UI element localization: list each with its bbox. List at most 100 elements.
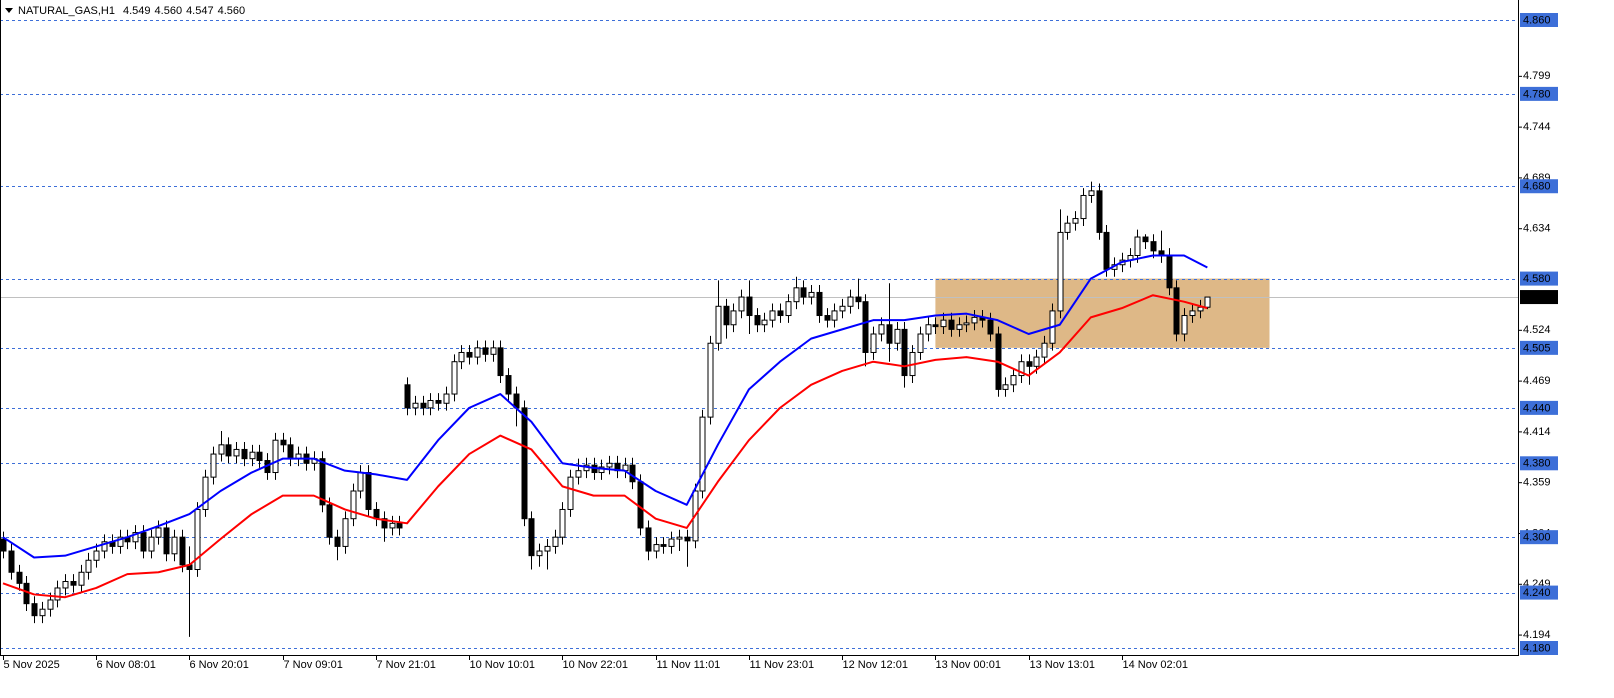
moving-average-line — [2, 294, 1208, 599]
x-tick-label: 6 Nov 08:01 — [97, 659, 156, 671]
candle-body — [427, 399, 434, 409]
y-tick-label: 4.414 — [1523, 426, 1551, 438]
x-tick-label: 14 Nov 02:01 — [1123, 659, 1188, 671]
candle-body — [901, 328, 908, 377]
candle-body — [287, 444, 294, 460]
y-tick-label: 4.799 — [1523, 70, 1551, 82]
x-tick-label: 13 Nov 00:01 — [936, 659, 1001, 671]
x-tick-label: 11 Nov 23:01 — [750, 659, 815, 671]
level-label: 4.860 — [1523, 14, 1551, 26]
candle-body — [894, 328, 901, 344]
candle-body — [1018, 361, 1025, 377]
candle-body — [505, 375, 512, 395]
candle-body — [723, 305, 730, 326]
candle-body — [824, 315, 831, 321]
candle-body — [451, 361, 458, 395]
x-tick-label: 6 Nov 20:01 — [190, 659, 249, 671]
candle-body — [528, 518, 535, 557]
candle-body — [381, 518, 388, 529]
candle-body — [816, 291, 823, 317]
candle-body — [443, 393, 450, 404]
level-label-box — [1520, 13, 1558, 27]
level-label: 4.240 — [1523, 587, 1551, 599]
candle-body — [70, 581, 77, 586]
y-tick-label: 4.194 — [1523, 629, 1551, 641]
level-label: 4.180 — [1523, 642, 1551, 654]
open-value: 4.549 — [123, 5, 151, 17]
x-tick-label: 13 Nov 13:01 — [1030, 659, 1095, 671]
candle-body — [1181, 315, 1188, 335]
candle-body — [1, 538, 7, 552]
candle-body — [101, 541, 108, 552]
candle-body — [1103, 231, 1110, 270]
candle-body — [668, 538, 675, 547]
current-price-box — [1520, 290, 1558, 305]
candle-body — [420, 402, 427, 409]
candle-body — [62, 581, 69, 589]
candle-body — [497, 347, 504, 377]
candle-body — [365, 472, 372, 510]
candle-body — [389, 522, 396, 529]
candle-body — [1041, 342, 1048, 358]
candle-body — [1197, 306, 1204, 312]
candle-body — [715, 305, 722, 344]
x-tick-label: 11 Nov 11:01 — [657, 659, 721, 671]
candle-body — [225, 444, 232, 457]
level-label-box — [1520, 456, 1558, 471]
candle-body — [707, 342, 714, 418]
candle-body — [1204, 296, 1211, 308]
candle-body — [435, 399, 442, 404]
current-price-label: 4.560 — [1523, 291, 1551, 303]
candle-body — [1150, 241, 1157, 252]
candle-body — [575, 470, 582, 478]
candle-body — [1134, 236, 1141, 257]
candle-body — [23, 582, 30, 605]
x-tick-label: 10 Nov 10:01 — [470, 659, 535, 671]
candle-body — [54, 587, 61, 601]
candle-body — [878, 324, 885, 335]
candle-body — [202, 476, 209, 510]
candle-body — [567, 476, 574, 510]
low-value: 4.547 — [186, 5, 214, 17]
candle-body — [932, 324, 939, 328]
candle-body — [1166, 255, 1173, 289]
x-tick-label: 7 Nov 21:01 — [377, 659, 436, 671]
candle-body — [800, 287, 807, 298]
candle-body — [210, 453, 217, 478]
candle-body — [256, 451, 263, 462]
candle-body — [660, 544, 667, 547]
candle-body — [412, 402, 419, 409]
chart-header: NATURAL_GAS,H1 4.549 4.560 4.547 4.560 — [18, 5, 245, 17]
candle-body — [474, 347, 481, 358]
x-tick-label: 5 Nov 2025 — [4, 659, 60, 671]
candle-body — [47, 599, 54, 610]
candle-body — [1173, 287, 1180, 335]
level-label-box — [1520, 530, 1558, 545]
candle-body — [8, 550, 15, 573]
candle-body — [653, 544, 660, 552]
candle-body — [552, 536, 559, 547]
high-value: 4.560 — [155, 5, 183, 17]
candle-body — [16, 571, 23, 584]
candle-body — [326, 504, 333, 538]
candle-body — [272, 439, 279, 474]
candle-body — [746, 296, 753, 317]
candle-body — [342, 518, 349, 547]
candle-body — [1072, 218, 1079, 224]
x-tick-label: 7 Nov 09:01 — [284, 659, 343, 671]
candle-body — [606, 462, 613, 468]
candle-body — [1189, 310, 1196, 317]
candle-body — [1088, 190, 1095, 196]
candle-body — [956, 324, 963, 330]
candle-body — [754, 315, 761, 326]
candle-body — [132, 532, 139, 543]
candle-body — [831, 310, 838, 321]
candle-body — [31, 603, 38, 617]
candle-body — [963, 322, 970, 326]
candle-body — [676, 536, 683, 540]
candle-body — [1142, 236, 1149, 243]
candle-body — [319, 458, 326, 506]
candle-body — [490, 347, 497, 355]
